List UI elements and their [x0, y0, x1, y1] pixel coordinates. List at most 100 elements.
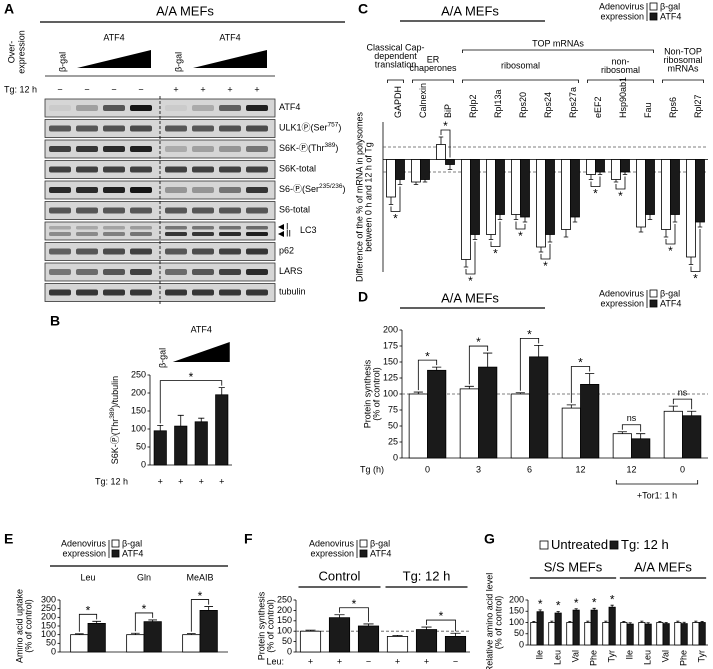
legend-swatch: [539, 540, 549, 550]
blot-band: [219, 105, 241, 111]
x-tick-label: Fau: [643, 102, 653, 118]
x-axis-label: Tg (h): [360, 464, 384, 474]
group-label: ATF4: [191, 324, 212, 334]
group-label: Control: [319, 568, 361, 583]
bar: [656, 622, 664, 646]
y-tick-label: 150: [277, 615, 292, 625]
blot-band: [103, 269, 125, 275]
bar: [126, 634, 145, 653]
group-bracket: [587, 79, 654, 83]
blot-band: [246, 226, 268, 230]
significance-bracket: [339, 607, 369, 622]
bar: [194, 421, 208, 466]
bar: [561, 407, 581, 459]
bar: [395, 159, 405, 180]
blot-band: [49, 187, 71, 193]
bar: [386, 636, 409, 653]
significance-label: *: [556, 599, 561, 613]
error-bar: [334, 614, 345, 618]
x-tick-label: Tyr: [606, 650, 616, 663]
error-bar: [198, 417, 205, 422]
y-tick-label: 300: [41, 594, 56, 604]
y-tick-label: 250: [41, 603, 56, 613]
y-tick-label: 200: [509, 594, 524, 604]
significance-label: *: [493, 247, 498, 261]
significance-bracket: [540, 244, 551, 260]
significance-bracket: [390, 186, 401, 212]
x-row-sign: +: [395, 656, 400, 666]
blot-band: [49, 269, 71, 275]
blot-band: [76, 187, 98, 193]
error-bar: [472, 234, 478, 240]
blot-band: [49, 105, 71, 111]
x-tick-label: Val: [570, 650, 580, 662]
legend-swatch: [649, 299, 658, 308]
blot-band: [103, 105, 125, 111]
significance-label: *: [610, 592, 615, 606]
significance-label: *: [86, 603, 91, 617]
bar: [415, 629, 438, 653]
group-label: translation: [375, 59, 417, 69]
x-tick-label: Leu: [552, 650, 562, 665]
bar: [427, 369, 447, 459]
bar: [645, 159, 655, 215]
error-bar: [586, 620, 590, 623]
significance-bracket: [672, 398, 693, 410]
group-label: non-: [611, 56, 629, 66]
blot-band: [219, 207, 241, 214]
blot-band: [76, 248, 98, 255]
error-bar: [483, 352, 493, 368]
blot-band: [165, 187, 187, 193]
error-bar: [622, 172, 628, 175]
lane-header: β-gal: [173, 52, 183, 72]
significance-bracket: [621, 424, 642, 432]
significance-bracket: [570, 366, 591, 403]
y-axis-label: (% of control): [23, 599, 33, 653]
error-bar: [450, 632, 461, 637]
x-tick-label: Leu: [642, 650, 652, 665]
bar: [682, 415, 702, 459]
y-tick-label: 100: [509, 617, 524, 627]
error-bar: [305, 629, 316, 632]
blot-band: [130, 125, 152, 132]
bar: [215, 394, 229, 466]
group-label: mRNAs: [668, 63, 699, 73]
blot-band: [49, 226, 71, 230]
x-row-sign: −: [366, 656, 371, 666]
group-label: TOP mRNAs: [532, 38, 584, 48]
significance-bracket: [515, 221, 526, 230]
group-label: dependent: [374, 51, 417, 61]
error-bar: [515, 392, 525, 394]
tg-sign: +: [173, 84, 178, 94]
blot-band: [76, 289, 98, 296]
blot-band: [76, 269, 98, 275]
legend-swatch: [111, 539, 120, 548]
bar: [511, 159, 521, 215]
blot-band: [49, 125, 71, 132]
blot-band: [219, 232, 241, 236]
blot-band: [103, 232, 125, 236]
error-bar: [682, 621, 686, 624]
dose-wedge: [193, 50, 267, 68]
group-bracket: [462, 49, 654, 53]
band-label: ATF4: [279, 102, 300, 112]
group-label: ribosomal: [663, 55, 702, 65]
group-label: ribosomal: [601, 65, 640, 75]
x-tick-label: GAPDH: [393, 86, 403, 118]
blot-band: [165, 207, 187, 214]
x-tick-label: 6: [527, 464, 532, 474]
error-bar: [676, 620, 680, 623]
significance-label: *: [538, 597, 543, 611]
band-label: p62: [279, 246, 294, 256]
blot-band: [165, 289, 187, 296]
tg-sign: −: [84, 84, 89, 94]
x-tick-label: Gln: [137, 572, 151, 582]
y-axis-label: Difference of the % of mRNA in polysomes: [354, 112, 364, 282]
x-tick-label: Rps6: [668, 97, 678, 118]
blot-band: [219, 146, 241, 152]
tg-sign: +: [254, 84, 259, 94]
error-bar: [687, 410, 697, 416]
blot-band: [192, 125, 214, 132]
error-bar: [556, 611, 560, 614]
x-row-sign: +: [337, 656, 342, 666]
